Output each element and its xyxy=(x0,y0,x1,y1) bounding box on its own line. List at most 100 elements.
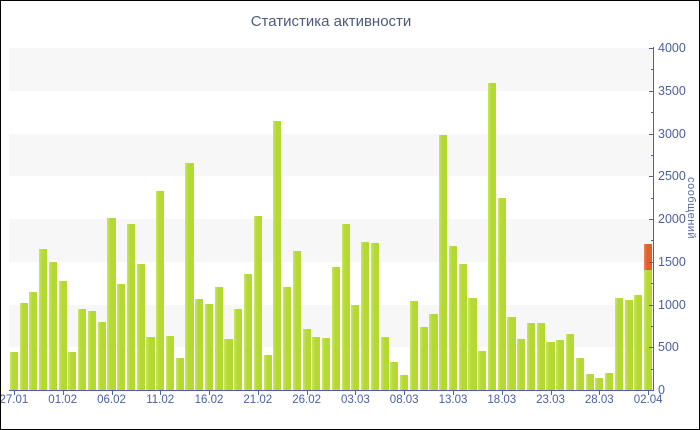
y-tick-label: 3000 xyxy=(658,126,686,141)
bar-segment-orange xyxy=(644,243,653,271)
bar xyxy=(390,361,399,390)
bar xyxy=(439,135,448,390)
bar xyxy=(487,83,497,390)
bar xyxy=(175,357,184,390)
bar xyxy=(331,266,340,390)
bar xyxy=(283,287,292,390)
y-tick-label: 2000 xyxy=(658,212,686,226)
bar xyxy=(409,301,418,390)
x-tick xyxy=(550,391,552,395)
bar-segment-green xyxy=(644,270,653,390)
y-minor-tick xyxy=(650,240,653,242)
y-minor-tick xyxy=(650,325,653,327)
bar xyxy=(273,120,282,390)
x-tick xyxy=(501,391,503,395)
y-tick-label: 1000 xyxy=(658,297,686,312)
bar xyxy=(29,291,38,390)
y-major-tick xyxy=(649,176,653,178)
x-tick-label: 06.02 xyxy=(97,394,126,406)
bar xyxy=(48,261,57,390)
bar xyxy=(341,224,350,390)
bar xyxy=(546,341,555,390)
bar xyxy=(448,245,458,390)
plot-band xyxy=(9,304,653,348)
y-tick-label: 2500 xyxy=(658,169,686,184)
bar xyxy=(370,242,379,390)
bar xyxy=(292,250,301,390)
bar xyxy=(146,337,155,390)
bar xyxy=(78,308,87,390)
bar xyxy=(351,305,360,390)
x-tick-label: 11.02 xyxy=(146,394,175,406)
bar xyxy=(526,322,536,390)
bar xyxy=(361,242,370,390)
bar xyxy=(224,338,233,390)
bar xyxy=(126,224,136,390)
bar xyxy=(244,273,253,390)
bar xyxy=(595,378,604,390)
bar xyxy=(536,322,545,390)
x-tick xyxy=(453,391,454,395)
bar xyxy=(322,337,331,390)
x-tick-label: 27.01 xyxy=(0,394,29,406)
x-tick-label: 03.03 xyxy=(341,394,370,406)
x-tick xyxy=(13,391,15,395)
x-tick-label: 16.02 xyxy=(194,394,224,406)
y-major-tick xyxy=(649,90,653,92)
bar xyxy=(253,215,262,390)
y-major-tick xyxy=(649,390,653,391)
bar xyxy=(136,264,145,390)
y-minor-tick xyxy=(650,154,653,156)
bar xyxy=(19,302,28,390)
bar xyxy=(468,297,477,390)
y-minor-tick xyxy=(650,197,653,199)
y-minor-tick xyxy=(650,69,653,71)
x-tick xyxy=(209,391,210,395)
bar xyxy=(302,329,311,390)
y-major-tick xyxy=(649,304,653,306)
y-tick-label: 1500 xyxy=(658,254,686,269)
bar xyxy=(312,337,321,390)
bar xyxy=(634,295,643,390)
bar xyxy=(214,287,223,390)
bar xyxy=(39,248,48,390)
x-axis-line xyxy=(9,390,654,391)
bar xyxy=(195,299,204,390)
bar xyxy=(585,373,594,390)
plot-band xyxy=(9,48,653,91)
x-tick xyxy=(599,391,601,395)
y-tick-label: 4000 xyxy=(658,41,686,55)
y-minor-tick xyxy=(650,112,653,114)
y-major-tick xyxy=(649,219,653,220)
y-minor-tick xyxy=(650,283,653,285)
x-tick-label: 26.02 xyxy=(292,394,321,406)
bar xyxy=(624,300,633,390)
x-tick xyxy=(404,391,406,395)
bar xyxy=(419,326,428,390)
x-tick-label: 01.02 xyxy=(48,394,78,406)
y-tick-label: 3500 xyxy=(658,83,686,98)
y-axis-line xyxy=(653,47,654,391)
x-tick xyxy=(355,391,357,395)
bar xyxy=(9,351,18,390)
x-tick-label: 23.03 xyxy=(536,394,565,406)
bar xyxy=(400,375,409,390)
x-tick xyxy=(62,391,64,395)
bar xyxy=(204,303,214,390)
plot-area xyxy=(9,48,653,390)
bar xyxy=(68,352,77,390)
x-tick xyxy=(257,391,259,395)
x-tick-label: 13.03 xyxy=(438,394,468,406)
y-tick-label: 500 xyxy=(658,340,679,355)
x-tick xyxy=(306,391,308,395)
bar xyxy=(58,281,67,390)
bar xyxy=(566,334,575,390)
y-major-tick xyxy=(649,48,653,49)
x-tick-label: 28.03 xyxy=(584,394,614,406)
bar xyxy=(458,263,467,390)
bar xyxy=(517,339,526,390)
y-major-tick xyxy=(649,347,653,349)
x-tick-label: 02.04 xyxy=(633,394,663,406)
y-tick-label: 0 xyxy=(658,383,665,397)
